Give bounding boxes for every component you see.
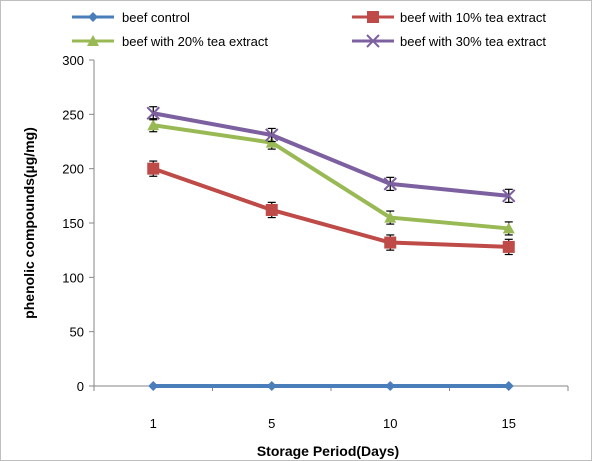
legend-label-beef-control: beef control (122, 10, 190, 25)
series-0-point (385, 381, 395, 391)
series-2 (147, 119, 515, 235)
series-3 (147, 107, 515, 203)
y-axis-title: phenolic compounds(µg/mg) (21, 127, 37, 319)
series-0-point (267, 381, 277, 391)
legend-label-beef-10pct: beef with 10% tea extract (400, 10, 546, 25)
series-2-line (153, 125, 509, 228)
y-tick-label: 50 (70, 325, 84, 340)
legend-entry-beef-10pct: beef with 10% tea extract (352, 10, 546, 25)
legend-marker-beef-10pct (367, 11, 379, 23)
legend-entry-beef-control: beef control (72, 10, 190, 25)
series-1-point (503, 241, 515, 253)
series-3-line (153, 113, 509, 196)
legend: beef control beef with 10% tea extract b… (72, 10, 546, 49)
y-tick-label: 0 (77, 379, 84, 394)
y-tick-label: 300 (62, 53, 84, 68)
series-1-point (266, 204, 278, 216)
y-tick-label: 250 (62, 107, 84, 122)
legend-label-beef-30pct: beef with 30% tea extract (400, 34, 546, 49)
legend-label-beef-20pct: beef with 20% tea extract (122, 34, 268, 49)
y-tick-label: 200 (62, 162, 84, 177)
series-0-point (148, 381, 158, 391)
y-tick-label: 150 (62, 216, 84, 231)
legend-marker-beef-control (88, 12, 98, 22)
x-tick-label: 1 (150, 416, 157, 431)
legend-entry-beef-20pct: beef with 20% tea extract (72, 34, 268, 49)
series-1-point (147, 163, 159, 175)
plot-area (147, 107, 515, 391)
series-1 (147, 161, 515, 254)
x-axis-title: Storage Period(Days) (257, 443, 399, 459)
x-tick-label: 5 (268, 416, 275, 431)
x-tick-label: 10 (383, 416, 397, 431)
legend-entry-beef-30pct: beef with 30% tea extract (352, 34, 546, 49)
x-tick-label: 15 (502, 416, 516, 431)
series-0-point (504, 381, 514, 391)
series-1-point (384, 237, 396, 249)
y-tick-label: 100 (62, 270, 84, 285)
